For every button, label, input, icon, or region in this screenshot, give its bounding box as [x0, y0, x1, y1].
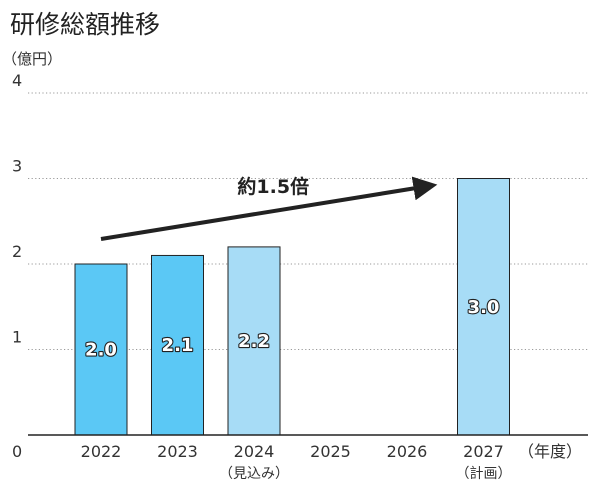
y-tick-label: 1 — [12, 328, 22, 347]
x-axis-unit: （年度） — [518, 442, 582, 461]
y-tick-label: 0 — [12, 442, 22, 461]
x-category-note: （見込み） — [219, 466, 289, 482]
x-category-note: （計画） — [456, 466, 512, 482]
x-axis-categories: 2022 2023 2024 （見込み） 2025 2026 2027 （計画） — [81, 442, 512, 482]
x-category-label: 2024 — [234, 442, 275, 461]
growth-annotation: 約1.5倍 — [100, 175, 438, 241]
bar-2022 — [74, 263, 128, 436]
y-axis-unit: （億円） — [2, 50, 62, 68]
bar-2023 — [151, 254, 204, 436]
x-category-label: 2027 — [463, 442, 504, 461]
bar-value-label: 2.1 — [162, 335, 194, 356]
bar-2024 — [227, 246, 281, 436]
chart-title: 研修総額推移 — [10, 10, 160, 39]
x-category-label: 2023 — [157, 442, 198, 461]
bar-value-label: 2.2 — [238, 331, 270, 352]
y-tick-label: 4 — [12, 71, 22, 90]
y-tick-label: 2 — [12, 242, 22, 261]
bar-value-label: 2.0 — [85, 340, 117, 361]
x-category-label: 2022 — [81, 442, 122, 461]
growth-annotation-label: 約1.5倍 — [237, 175, 309, 198]
bar-value-label: 3.0 — [468, 297, 500, 318]
y-axis-ticks: 0 1 2 3 4 — [12, 71, 22, 461]
bars: 2.0 2.1 2.2 3.0 — [74, 178, 510, 436]
y-tick-label: 3 — [12, 157, 22, 176]
growth-arrow — [100, 176, 438, 241]
x-category-label: 2026 — [387, 442, 428, 461]
x-category-label: 2025 — [310, 442, 351, 461]
bar-2027 — [457, 178, 510, 436]
